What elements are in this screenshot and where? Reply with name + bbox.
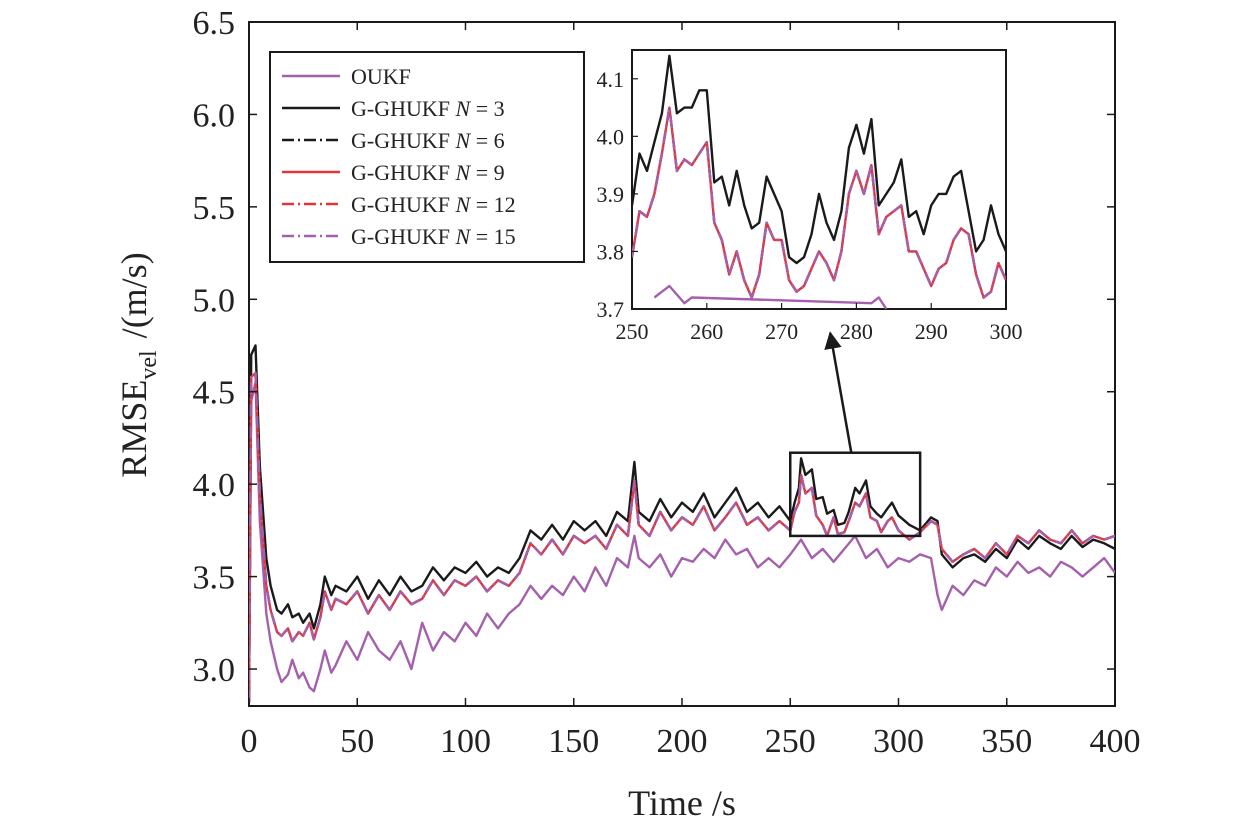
main-series-2 xyxy=(249,344,1115,703)
inset-x-tick-label: 270 xyxy=(765,319,798,344)
y-axis-title-subscript: vel xyxy=(136,350,162,380)
main-series-group xyxy=(249,344,1115,703)
y-tick-label: 3.0 xyxy=(193,652,236,689)
x-tick-label: 50 xyxy=(340,723,374,760)
y-tick-label: 6.0 xyxy=(193,97,236,134)
y-tick-label: 5.0 xyxy=(193,282,236,319)
x-tick-label: 400 xyxy=(1090,723,1141,760)
legend-label-5: G-GHUKF N = 12 xyxy=(351,192,516,217)
legend-label-2: G-GHUKF N = 3 xyxy=(351,96,505,121)
main-series-6 xyxy=(249,372,1115,703)
main-ticks-group: 0 50 100 150 200 250 300 350 400 3.0 3.5 4.0 4.5 5.0 5… xyxy=(193,5,1141,760)
x-tick-label: 350 xyxy=(981,723,1032,760)
inset-series-1 xyxy=(653,284,888,309)
inset-series-6 xyxy=(632,106,1006,299)
legend-label-6: G-GHUKF N = 15 xyxy=(351,224,516,249)
y-axis-title: RMSEvel /(m/s) xyxy=(114,252,162,477)
x-tick-label: 150 xyxy=(548,723,599,760)
zoom-arrow xyxy=(824,331,853,453)
y-axis-title-main: RMSE xyxy=(114,380,154,478)
x-tick-label: 300 xyxy=(873,723,924,760)
inset-x-tick-label: 280 xyxy=(840,319,873,344)
x-tick-label: 250 xyxy=(765,723,816,760)
zoom-region-box xyxy=(789,451,922,538)
inset-y-tick-label: 3.9 xyxy=(597,182,625,207)
y-tick-label: 4.5 xyxy=(193,375,236,412)
x-tick-label: 200 xyxy=(657,723,708,760)
inset-y-tick-label: 4.0 xyxy=(597,124,625,149)
inset-series-group xyxy=(632,54,1006,309)
inset-series-2 xyxy=(632,54,1006,265)
inset-x-tick-label: 300 xyxy=(990,319,1023,344)
inset-y-tick-label: 3.8 xyxy=(597,239,625,264)
legend-label-4: G-GHUKF N = 9 xyxy=(351,160,505,185)
y-tick-label: 5.5 xyxy=(193,190,236,227)
legend-label-3: G-GHUKF N = 6 xyxy=(351,128,505,153)
legend-label-1: OUKF xyxy=(351,64,411,89)
y-tick-label: 3.5 xyxy=(193,560,236,597)
y-tick-label: 4.0 xyxy=(193,467,236,504)
x-tick-label: 0 xyxy=(241,723,258,760)
x-tick-label: 100 xyxy=(440,723,491,760)
inset-x-tick-label: 290 xyxy=(915,319,948,344)
inset-x-tick-label: 250 xyxy=(616,319,649,344)
y-tick-label: 6.5 xyxy=(193,5,236,42)
x-axis-title: Time /s xyxy=(628,783,736,823)
legend: OUKF G-GHUKF N = 3 G-GHUKF N = 6 G-GHUKF N … xyxy=(282,64,516,249)
inset-y-tick-label: 4.1 xyxy=(597,67,625,92)
inset-plot-area xyxy=(631,49,1007,310)
y-axis-title-tail: /(m/s) xyxy=(114,252,154,338)
inset-x-tick-label: 260 xyxy=(690,319,723,344)
inset-y-tick-label: 3.7 xyxy=(597,297,625,322)
legend-box xyxy=(269,51,585,263)
main-series-1 xyxy=(249,381,1115,703)
inset-ticks-group: 250 260 270 280 290 300 3.7 3.8 3.9 4.0 4.1 xyxy=(597,67,1023,344)
